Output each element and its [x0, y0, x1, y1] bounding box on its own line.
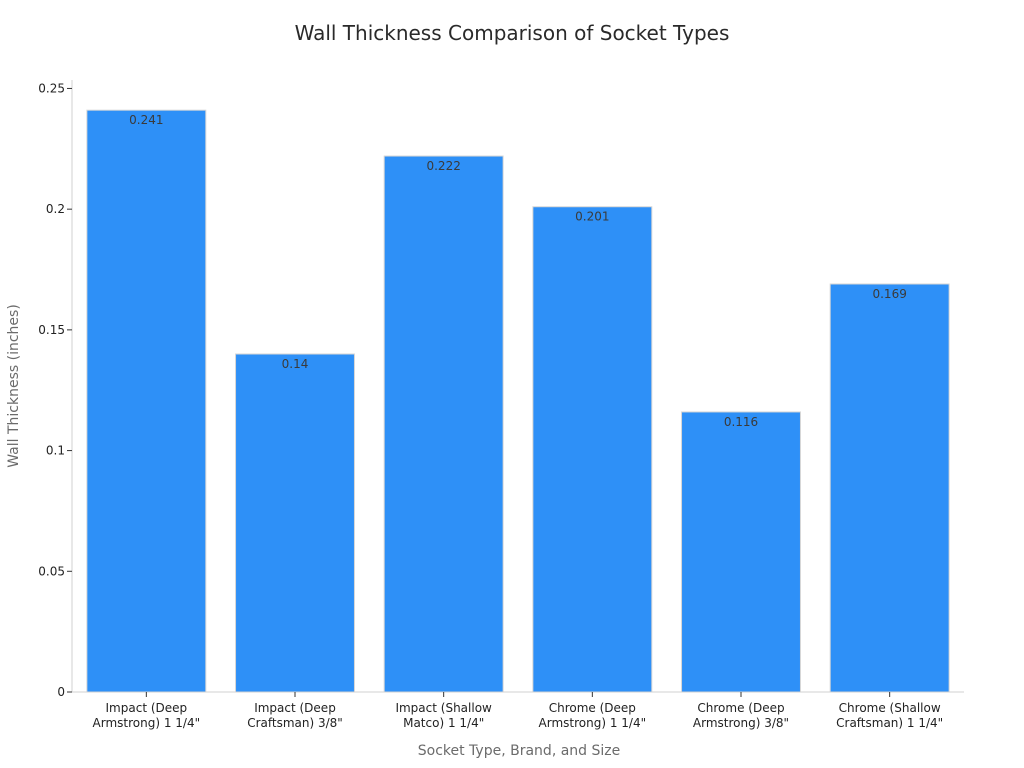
bar	[829, 283, 950, 693]
x-tick-label: Matco) 1 1/4"	[403, 716, 484, 730]
y-tick-label: 0.1	[46, 444, 65, 458]
bar	[235, 353, 355, 693]
bars-layer	[86, 109, 950, 693]
data-label: 0.201	[575, 210, 609, 224]
data-labels-layer: 0.241 0.14 0.222 0.201 0.116 0.169	[129, 113, 907, 429]
x-tick-label: Craftsman) 1 1/4"	[836, 716, 943, 730]
bar	[681, 411, 801, 693]
x-tick-label: Chrome (Deep	[697, 701, 784, 715]
y-tick-label: 0.15	[38, 323, 65, 337]
x-tick-label: Armstrong) 1 1/4"	[93, 716, 201, 730]
x-tick-label: Chrome (Deep	[549, 701, 636, 715]
y-axis: 0 0.05 0.1 0.15 0.2 0.25	[38, 80, 73, 699]
chart-title: Wall Thickness Comparison of Socket Type…	[295, 21, 730, 45]
y-tick-label: 0.25	[38, 81, 65, 95]
data-label: 0.169	[872, 287, 906, 301]
x-tick-label: Impact (Shallow	[395, 701, 492, 715]
y-axis-title: Wall Thickness (inches)	[6, 304, 22, 468]
bar	[532, 206, 653, 693]
data-label: 0.14	[282, 357, 309, 371]
bar	[86, 109, 207, 693]
x-tick-label: Craftsman) 3/8"	[247, 716, 343, 730]
data-label: 0.116	[724, 415, 758, 429]
y-tick-label: 0.2	[46, 202, 65, 216]
data-label: 0.222	[426, 159, 460, 173]
y-tick-label: 0.05	[38, 564, 65, 578]
y-tick-label: 0	[57, 685, 65, 699]
bar	[383, 155, 504, 693]
x-tick-label: Impact (Deep	[254, 701, 336, 715]
x-tick-label: Impact (Deep	[106, 701, 188, 715]
data-label: 0.241	[129, 113, 163, 127]
x-tick-label: Armstrong) 1 1/4"	[539, 716, 647, 730]
x-tick-label: Armstrong) 3/8"	[693, 716, 789, 730]
x-axis-title: Socket Type, Brand, and Size	[418, 743, 621, 759]
x-tick-label: Chrome (Shallow	[839, 701, 941, 715]
